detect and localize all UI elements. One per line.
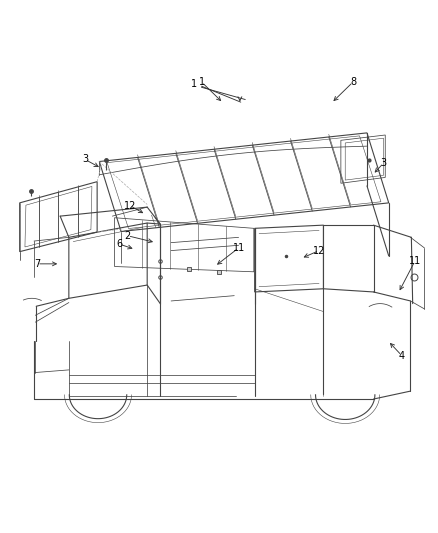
Text: 4: 4: [399, 351, 405, 361]
Text: 3: 3: [381, 158, 387, 168]
Text: 12: 12: [313, 246, 325, 256]
Text: 6: 6: [117, 239, 123, 249]
Text: 1: 1: [191, 78, 197, 88]
Text: 12: 12: [124, 200, 136, 211]
Text: 8: 8: [350, 77, 356, 87]
Text: 7: 7: [34, 259, 40, 269]
Text: 1: 1: [198, 77, 205, 87]
Text: 3: 3: [82, 155, 88, 164]
Text: 11: 11: [233, 243, 245, 253]
Text: 11: 11: [409, 256, 421, 266]
Text: 2: 2: [124, 231, 131, 241]
